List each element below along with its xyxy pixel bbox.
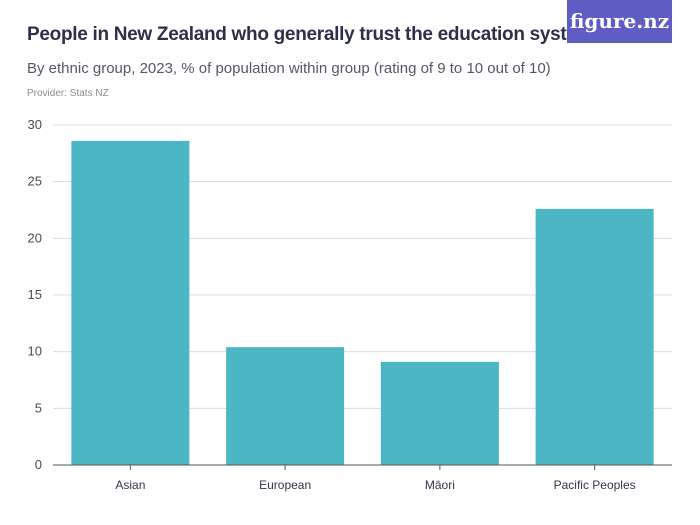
y-tick-label: 5 bbox=[35, 400, 42, 415]
y-axis-ticks: 0 5 10 15 20 25 30 bbox=[28, 117, 42, 472]
y-tick-label: 25 bbox=[28, 174, 42, 189]
y-tick-label: 15 bbox=[28, 287, 42, 302]
y-tick-label: 0 bbox=[35, 457, 42, 472]
bar-european[interactable] bbox=[226, 347, 345, 465]
x-tick-label: Asian bbox=[115, 478, 145, 492]
y-tick-label: 10 bbox=[28, 344, 42, 359]
y-tick-label: 30 bbox=[28, 117, 42, 132]
bar-asian[interactable] bbox=[71, 140, 190, 465]
figure-nz-logo[interactable]: figure.nz bbox=[567, 0, 672, 43]
bar-m-ori[interactable] bbox=[380, 361, 499, 465]
y-tick-label: 20 bbox=[28, 230, 42, 245]
x-tick-label: European bbox=[259, 478, 311, 492]
x-tick-label: Māori bbox=[425, 478, 455, 492]
x-tick-label: Pacific Peoples bbox=[554, 478, 636, 492]
chart-subtitle: By ethnic group, 2023, % of population w… bbox=[27, 60, 551, 77]
x-axis-labels: Asian European Māori Pacific Peoples bbox=[115, 465, 636, 492]
bar-pacific-peoples[interactable] bbox=[535, 208, 654, 465]
data-provider: Provider: Stats NZ bbox=[27, 88, 109, 99]
chart-title: People in New Zealand who generally trus… bbox=[27, 24, 594, 45]
bars bbox=[71, 140, 654, 465]
